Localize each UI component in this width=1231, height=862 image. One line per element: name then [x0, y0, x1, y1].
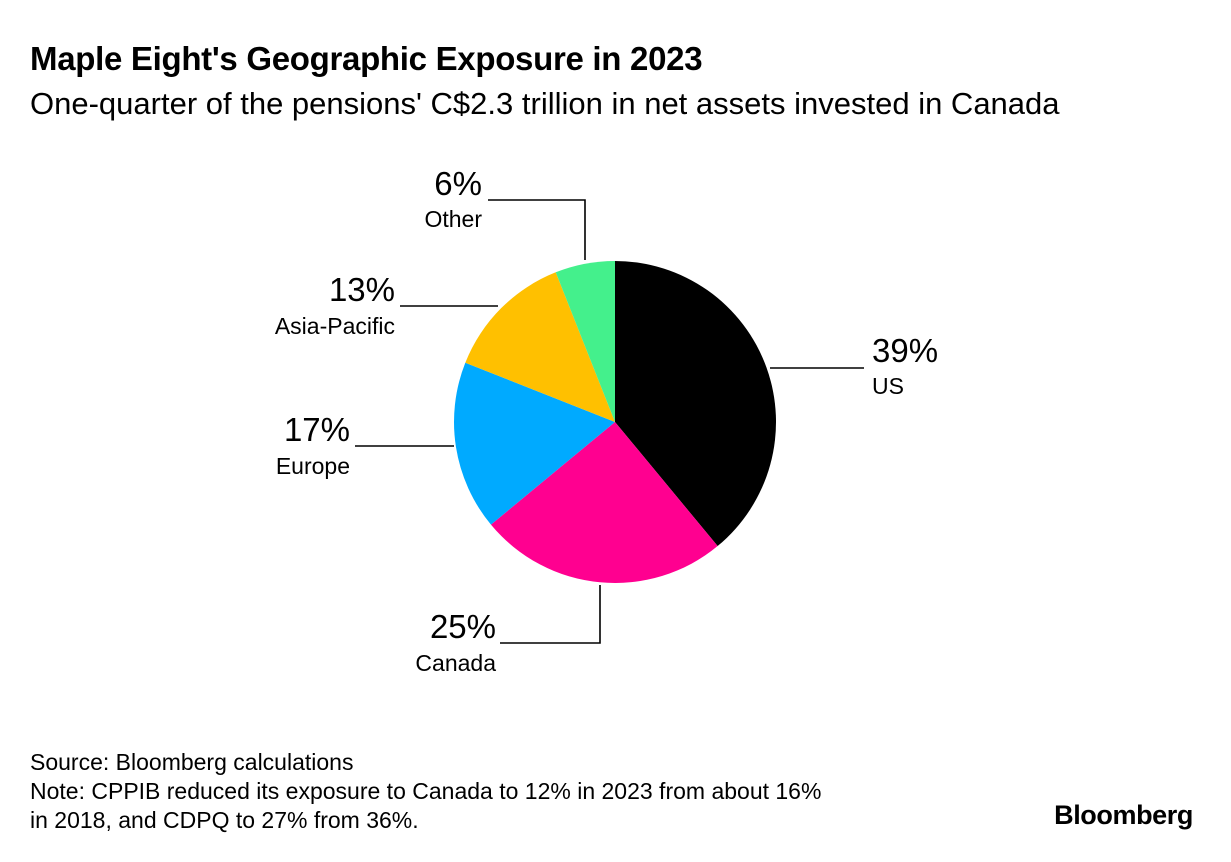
bloomberg-logo: Bloomberg — [1054, 800, 1193, 830]
slice-value-europe: 17% — [284, 411, 350, 448]
leader-line-other — [488, 199, 586, 260]
leader-line-canada — [500, 585, 601, 644]
pie-slice-canada — [490, 422, 718, 584]
slice-value-us: 39% — [872, 332, 938, 369]
slice-value-canada: 25% — [430, 608, 496, 645]
pie-slice-us — [615, 260, 777, 547]
note-text-line-1: Note: CPPIB reduced its exposure to Cana… — [30, 778, 822, 804]
pie-slices — [454, 260, 777, 584]
slice-labels: 39% US 25% Canada 17% Europe 13% Asia-Pa… — [275, 165, 938, 676]
pie-slice-europe — [454, 362, 615, 525]
pie-slice-asia-pacific — [465, 272, 615, 422]
slice-label-other: Other — [424, 206, 482, 232]
slice-value-asia-pacific: 13% — [329, 271, 395, 308]
slice-label-asia-pacific: Asia-Pacific — [275, 313, 395, 339]
leader-lines — [355, 199, 864, 644]
slice-label-us: US — [872, 373, 904, 399]
chart-title: Maple Eight's Geographic Exposure in 202… — [30, 40, 703, 77]
note-text-line-2: in 2018, and CDPQ to 27% from 36%. — [30, 807, 419, 833]
chart-subtitle: One-quarter of the pensions' C$2.3 trill… — [30, 86, 1060, 121]
footnote: Source: Bloomberg calculations Note: CPP… — [30, 748, 990, 835]
slice-label-europe: Europe — [276, 453, 350, 479]
pie-slice-other — [555, 261, 615, 422]
slice-value-other: 6% — [434, 165, 482, 202]
source-text: Source: Bloomberg calculations — [30, 749, 354, 775]
slice-label-canada: Canada — [415, 650, 496, 676]
